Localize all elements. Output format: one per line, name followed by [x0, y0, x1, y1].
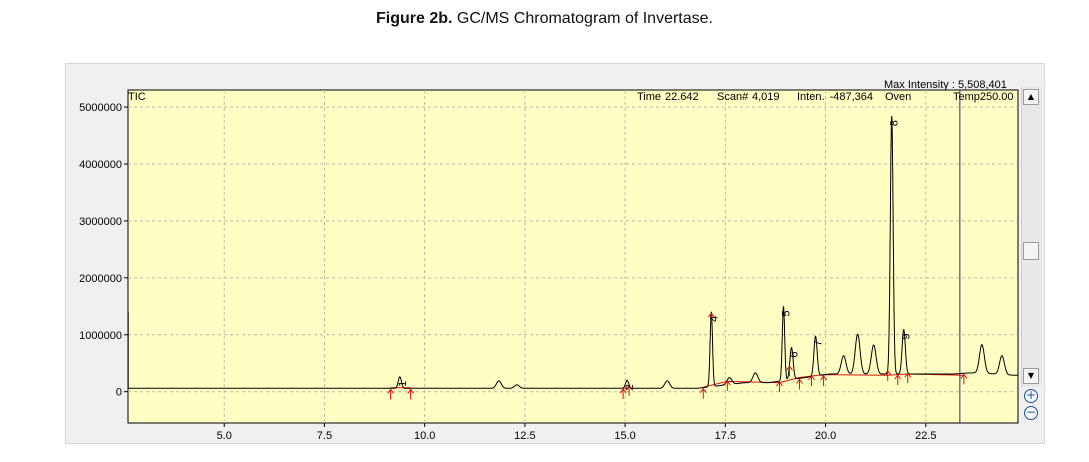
integration-mark-head: [699, 387, 707, 394]
integration-mark: [619, 388, 627, 400]
integration-mark: [625, 384, 633, 396]
integration-mark-head: [884, 369, 892, 376]
integration-mark: [894, 374, 902, 386]
integration-mark-head: [894, 374, 902, 380]
integration-mark: [786, 365, 793, 377]
figure-caption: Figure 2b. GC/MS Chromatogram of Inverta…: [0, 10, 1089, 28]
peak-label: 2: [624, 384, 636, 390]
tic-trace: [127, 116, 1018, 389]
y-tick-label: 1000000: [79, 330, 122, 342]
integration-mark: [699, 387, 707, 399]
integration-marks: [387, 312, 968, 400]
x-tick-label: 10.0: [414, 430, 435, 442]
integration-mark-head: [625, 384, 633, 391]
peak-label: 5: [780, 310, 792, 316]
vertical-scrollbar-track[interactable]: [1021, 87, 1042, 387]
integration-mark-head: [796, 378, 803, 384]
oven-label: Oven: [885, 91, 911, 103]
peak-labels: 1 2 4 5 6 7 8 9: [397, 120, 913, 390]
figure-label: Figure 2b.: [376, 10, 453, 27]
integration-mark-head: [808, 375, 815, 381]
max-intensity: Max Intensity : 5,508,401: [884, 79, 1007, 91]
integration-mark-head: [387, 388, 394, 394]
x-tick-label: 17.5: [715, 430, 736, 442]
grid-lines: [128, 90, 1018, 423]
x-tick-label: 12.5: [514, 430, 535, 442]
y-tick-label: 4000000: [79, 159, 122, 171]
integration-mark-head: [619, 388, 627, 394]
tic-label: TIC: [128, 91, 146, 103]
chromatogram-chart[interactable]: 5.0 7.5 10.0 12.5 15.0 17.5 20.0 22.5 0 1000000 20…: [65, 63, 1043, 442]
x-tick-label: 5.0: [217, 430, 232, 442]
integration-mark-head: [776, 381, 783, 387]
peak-label: 1: [397, 381, 409, 387]
scan-label: Scan#: [717, 91, 749, 103]
integration-mark: [723, 380, 731, 392]
time-label: Time: [637, 91, 661, 103]
figure-title: GC/MS Chromatogram of Invertase.: [456, 10, 713, 27]
peak-label: 4: [708, 316, 720, 322]
time-value: 22.642: [665, 91, 699, 103]
peak-label: 6: [788, 351, 800, 357]
peak-label: 9: [901, 334, 913, 340]
scroll-down-button[interactable]: ▼: [1023, 368, 1039, 384]
integration-mark: [407, 388, 415, 400]
integration-mark-head: [723, 380, 731, 386]
zoom-out-icon[interactable]: −: [1024, 405, 1038, 420]
integration-mark-head: [820, 375, 827, 381]
integration-mark-head: [960, 373, 968, 379]
integration-mark-head: [707, 312, 715, 318]
zoom-in-icon[interactable]: +: [1024, 388, 1038, 403]
integration-mark-head: [407, 388, 415, 394]
x-tick-label: 20.0: [815, 430, 836, 442]
integration-mark: [387, 388, 394, 400]
integration-mark: [796, 378, 803, 390]
integration-mark: [884, 369, 892, 381]
peak-label: 7: [813, 340, 825, 346]
integration-mark: [960, 373, 968, 385]
x-tick-label: 15.0: [614, 430, 635, 442]
plot-area: [127, 89, 1019, 424]
y-tick-label: 5000000: [79, 102, 122, 114]
scan-value: 4,019: [752, 91, 780, 103]
inten-value: -487,364: [830, 91, 873, 103]
scroll-up-button[interactable]: ▲: [1023, 89, 1039, 105]
integration-mark: [808, 375, 815, 386]
axes: 5.0 7.5 10.0 12.5 15.0 17.5 20.0 22.5 0 1000000 20…: [79, 102, 936, 442]
integration-mark-head: [904, 372, 912, 378]
integration-mark: [707, 312, 715, 324]
peak-label: 8: [889, 120, 901, 126]
integration-mark: [820, 375, 827, 387]
scrollbar-thumb[interactable]: [1023, 242, 1039, 260]
x-tick-label: 22.5: [915, 430, 936, 442]
y-tick-label: 2000000: [79, 273, 122, 285]
x-tick-label: 7.5: [317, 430, 332, 442]
integration-mark-head: [786, 365, 793, 371]
oven-value: Temp250.00: [953, 91, 1014, 103]
y-tick-label: 3000000: [79, 216, 122, 228]
integration-mark: [904, 372, 912, 384]
integration-mark: [776, 381, 783, 393]
y-tick-label: 0: [116, 387, 122, 399]
inten-label: Inten.: [797, 91, 825, 103]
